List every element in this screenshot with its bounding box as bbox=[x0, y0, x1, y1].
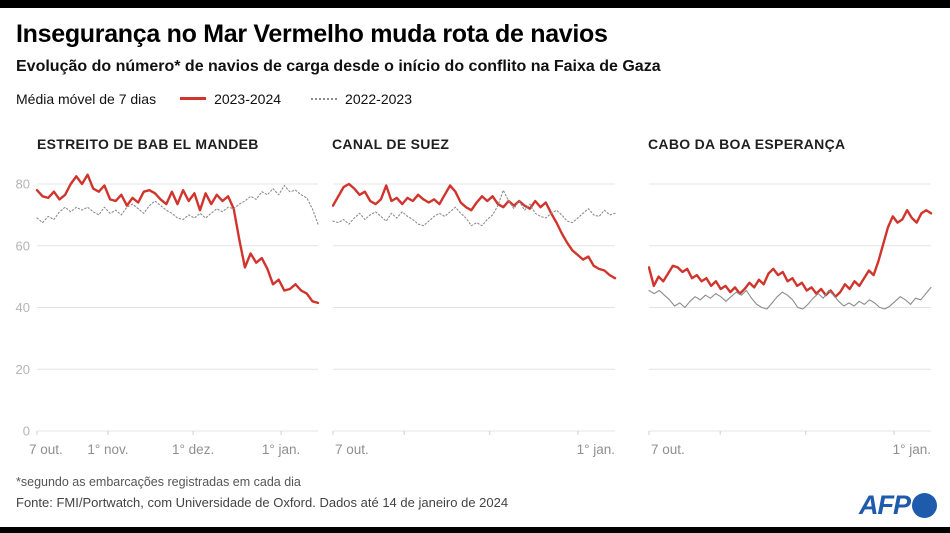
svg-text:60: 60 bbox=[16, 238, 30, 253]
afp-logo-text: AFP bbox=[859, 490, 911, 520]
svg-text:1° dez.: 1° dez. bbox=[172, 442, 214, 457]
top-black-bar bbox=[0, 0, 950, 8]
svg-text:7 out.: 7 out. bbox=[29, 442, 63, 457]
svg-text:80: 80 bbox=[16, 176, 30, 191]
legend: Média móvel de 7 dias 2023-2024 2022-202… bbox=[16, 91, 934, 107]
afp-logo: AFP bbox=[859, 490, 937, 521]
red-line-swatch-icon bbox=[180, 97, 207, 101]
gray-dotted-line-swatch-icon bbox=[311, 97, 338, 100]
source-line: Fonte: FMI/Portwatch, com Universidade d… bbox=[16, 494, 509, 510]
svg-text:0: 0 bbox=[23, 423, 30, 438]
svg-text:20: 20 bbox=[16, 362, 30, 377]
page-title: Insegurança no Mar Vermelho muda rota de… bbox=[16, 20, 608, 48]
chart-panel-bab-el-mandeb: ESTREITO DE BAB EL MANDEB 0 20 40 60 80 7 out… bbox=[14, 136, 320, 461]
legend-item-2022-2023: 2022-2023 bbox=[311, 91, 412, 107]
legend-item-label: 2023-2024 bbox=[214, 90, 282, 107]
infographic: Insegurança no Mar Vermelho muda rota de… bbox=[0, 8, 950, 510]
svg-text:7 out.: 7 out. bbox=[335, 442, 369, 457]
svg-text:1° jan.: 1° jan. bbox=[577, 442, 615, 457]
page-subtitle: Evolução do número* de navios de carga d… bbox=[16, 57, 661, 75]
footnote: *segundo as embarcações registradas em c… bbox=[16, 474, 301, 489]
legend-label: Média móvel de 7 dias bbox=[16, 90, 157, 107]
svg-text:7 out.: 7 out. bbox=[651, 442, 685, 457]
afp-logo-circle-icon bbox=[912, 493, 937, 518]
svg-text:1° jan.: 1° jan. bbox=[893, 442, 931, 457]
chart-title: CANAL DE SUEZ bbox=[332, 135, 450, 152]
line-chart-cape-of-good-hope: 7 out. 1° jan. bbox=[648, 183, 933, 457]
legend-item-2023-2024: 2023-2024 bbox=[180, 91, 281, 107]
chart-title: CABO DA BOA ESPERANÇA bbox=[648, 135, 846, 152]
svg-text:40: 40 bbox=[16, 300, 30, 315]
legend-item-label: 2022-2023 bbox=[345, 90, 412, 107]
charts-row: ESTREITO DE BAB EL MANDEB 0 20 40 60 80 7 out… bbox=[14, 136, 950, 461]
line-chart-bab-el-mandeb: 0 20 40 60 80 7 out. 1° nov. 1° dez. 1° jan. bbox=[16, 173, 320, 457]
svg-text:1° jan.: 1° jan. bbox=[262, 442, 300, 457]
line-chart-suez-canal: 7 out. 1° jan. bbox=[332, 182, 617, 457]
chart-panel-suez-canal: CANAL DE SUEZ 7 out. 1° jan. bbox=[332, 136, 617, 461]
bottom-black-bar bbox=[0, 527, 950, 533]
chart-title: ESTREITO DE BAB EL MANDEB bbox=[37, 135, 259, 152]
chart-panel-cape-of-good-hope: CABO DA BOA ESPERANÇA 7 out. 1° jan. bbox=[648, 136, 933, 461]
svg-text:1° nov.: 1° nov. bbox=[87, 442, 128, 457]
